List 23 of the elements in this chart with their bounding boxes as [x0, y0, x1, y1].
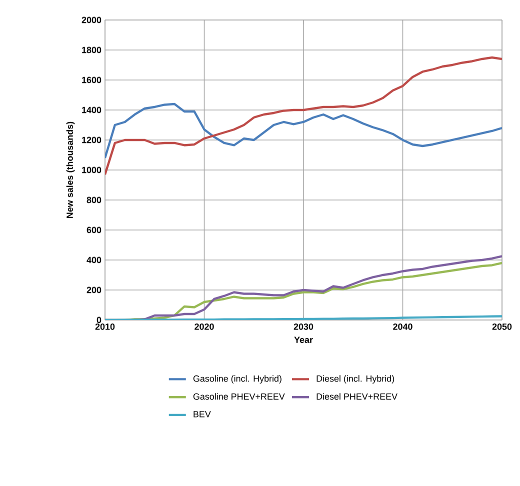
y-axis-title: New sales (thousands): [66, 122, 75, 218]
legend-label: Gasoline (incl. Hybrid): [193, 375, 282, 384]
y-tick-label: 600: [86, 226, 102, 234]
y-tick-label: 200: [86, 286, 102, 294]
y-tick-label: 1200: [82, 136, 102, 144]
y-tick-label: 800: [86, 196, 102, 204]
y-tick-label: 1000: [82, 166, 102, 174]
x-tick-label: 2030: [294, 324, 314, 330]
y-tick-label: 400: [86, 256, 102, 264]
x-tick-label: 2040: [393, 324, 412, 330]
y-tick-label: 1600: [82, 76, 102, 84]
y-tick-label: 0: [96, 316, 102, 324]
y-tick-label: 2000: [82, 16, 102, 24]
legend-label: Diesel (incl. Hybrid): [316, 375, 394, 384]
y-tick-label: 1400: [82, 106, 102, 114]
x-tick-label: 2020: [194, 324, 214, 330]
x-tick-label: 2010: [95, 324, 115, 330]
x-tick-label: 2050: [492, 324, 512, 330]
x-axis-title: Year: [294, 336, 313, 343]
legend-label: BEV: [194, 411, 211, 418]
legend-label: Gasoline PHEV+REEV: [193, 393, 285, 400]
legend-label: Diesel PHEV+REEV: [316, 393, 398, 400]
y-tick-label: 1800: [82, 46, 102, 54]
